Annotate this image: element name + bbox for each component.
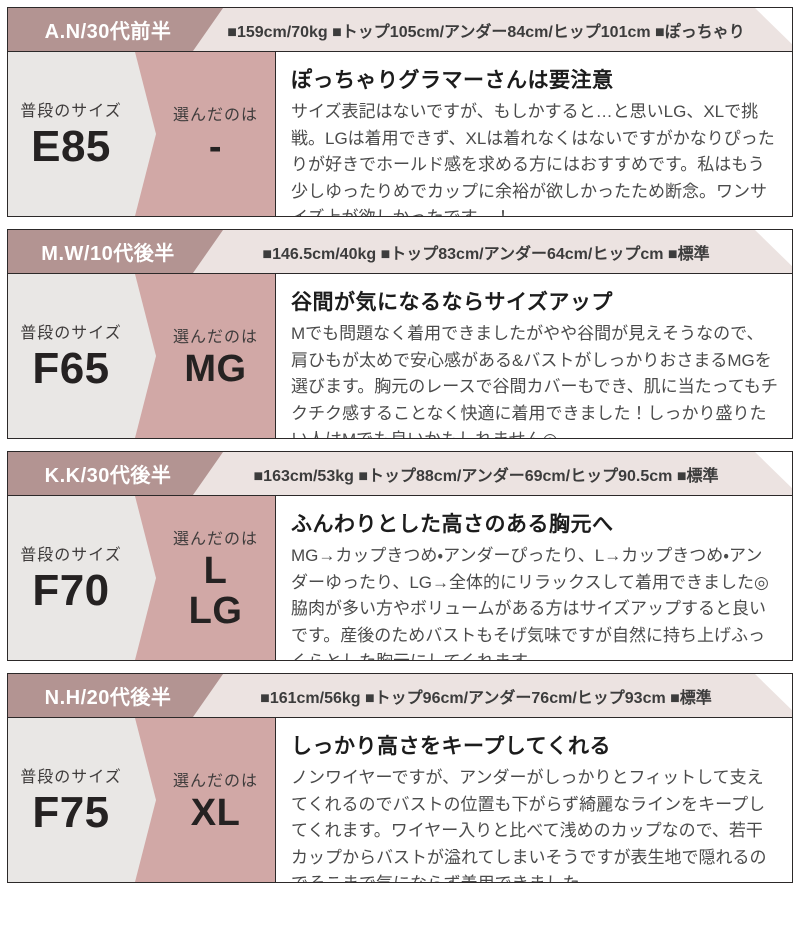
chosen-size-label: 選んだのは xyxy=(172,772,258,790)
chosen-size-value: L LG xyxy=(188,549,243,632)
size-row: 選んだのは L LG 普段のサイズ F70 ふんわりとした高さのある胸元へ MG… xyxy=(7,495,793,661)
usual-size-label: 普段のサイズ xyxy=(20,547,122,565)
header-content: K.K/30代後半 ■163cm/53kg ■トップ88cm/アンダー69cm/… xyxy=(8,452,792,495)
usual-size-arrow: 普段のサイズ F70 xyxy=(8,496,156,660)
person-stats: ■161cm/56kg ■トップ96cm/アンダー76cm/ヒップ93cm ■標… xyxy=(260,689,712,707)
usual-size-arrow: 普段のサイズ F65 xyxy=(8,274,156,438)
chosen-size-label: 選んだのは xyxy=(172,106,258,124)
review-body: ノンワイヤーですが、アンダーがしっかりとフィットして支えてくれるのでバストの位置… xyxy=(291,768,767,882)
usual-size-label: 普段のサイズ xyxy=(20,769,122,787)
chosen-size-block: 選んだのは - xyxy=(156,52,275,216)
review-section: A.N/30代前半 ■159cm/70kg ■トップ105cm/アンダー84cm… xyxy=(7,7,793,217)
review-section: K.K/30代後半 ■163cm/53kg ■トップ88cm/アンダー69cm/… xyxy=(7,451,793,661)
review-body: MG→カップきつめ・アンダーぴったり、L→カップきつめ・アンダーゆったり、LG→… xyxy=(291,546,769,660)
header-content: A.N/30代前半 ■159cm/70kg ■トップ105cm/アンダー84cm… xyxy=(8,8,792,51)
person-header: K.K/30代後半 ■163cm/53kg ■トップ88cm/アンダー69cm/… xyxy=(7,451,793,496)
header-content: M.W/10代後半 ■146.5cm/40kg ■トップ83cm/アンダー64c… xyxy=(8,230,792,273)
person-header: A.N/30代前半 ■159cm/70kg ■トップ105cm/アンダー84cm… xyxy=(7,7,793,52)
usual-size-value: F70 xyxy=(32,566,110,616)
header-name-ribbon xyxy=(8,452,223,495)
size-row: 選んだのは XL 普段のサイズ F75 しっかり高さをキープしてくれる ノンワイ… xyxy=(7,717,793,883)
review-title: ぽっちゃりグラマーさんは要注意 xyxy=(291,69,614,92)
size-row: 選んだのは - 普段のサイズ E85 ぽっちゃりグラマーさんは要注意 サイズ表記… xyxy=(7,51,793,217)
size-panel: 選んだのは MG 普段のサイズ F65 xyxy=(8,274,275,438)
person-name: A.N/30代前半 xyxy=(44,21,172,43)
chosen-size-label: 選んだのは xyxy=(172,530,258,548)
size-panel: 選んだのは - 普段のサイズ E85 xyxy=(8,52,275,216)
review-title: 谷間が気になるならサイズアップ xyxy=(291,291,613,314)
review-body: Mでも問題なく着用できましたがやや谷間が見えそうなので、肩ひもが太めで安心感があ… xyxy=(291,324,778,438)
chosen-size-label: 選んだのは xyxy=(172,328,258,346)
chosen-size-value: - xyxy=(208,125,223,168)
chosen-size-value: XL xyxy=(190,791,241,834)
size-panel: 選んだのは L LG 普段のサイズ F70 xyxy=(8,496,275,660)
size-panel: 選んだのは XL 普段のサイズ F75 xyxy=(8,718,275,882)
review-body: サイズ表記はないですが、もしかすると…と思いLG、XLで挑戦。LGは着用できず、… xyxy=(291,102,775,216)
header-name-ribbon xyxy=(8,674,223,717)
usual-size-arrow: 普段のサイズ F75 xyxy=(8,718,156,882)
usual-size-arrow: 普段のサイズ E85 xyxy=(8,52,156,216)
person-header: M.W/10代後半 ■146.5cm/40kg ■トップ83cm/アンダー64c… xyxy=(7,229,793,274)
chosen-size-block: 選んだのは L LG xyxy=(156,496,275,660)
review-panel: ふんわりとした高さのある胸元へ MG→カップきつめ・アンダーぴったり、L→カップ… xyxy=(275,496,792,660)
usual-size-value: F75 xyxy=(32,788,110,838)
person-stats: ■159cm/70kg ■トップ105cm/アンダー84cm/ヒップ101cm … xyxy=(227,23,745,41)
person-header: N.H/20代後半 ■161cm/56kg ■トップ96cm/アンダー76cm/… xyxy=(7,673,793,718)
chosen-size-block: 選んだのは MG xyxy=(156,274,275,438)
review-section: N.H/20代後半 ■161cm/56kg ■トップ96cm/アンダー76cm/… xyxy=(7,673,793,883)
usual-size-value: F65 xyxy=(32,344,110,394)
chosen-size-block: 選んだのは XL xyxy=(156,718,275,882)
review-title: しっかり高さをキープしてくれる xyxy=(291,735,611,758)
person-name: K.K/30代後半 xyxy=(44,465,172,487)
usual-size-value: E85 xyxy=(31,122,111,172)
review-section: M.W/10代後半 ■146.5cm/40kg ■トップ83cm/アンダー64c… xyxy=(7,229,793,439)
header-name-ribbon xyxy=(8,8,223,51)
size-row: 選んだのは MG 普段のサイズ F65 谷間が気になるならサイズアップ Mでも問… xyxy=(7,273,793,439)
person-stats: ■163cm/53kg ■トップ88cm/アンダー69cm/ヒップ90.5cm … xyxy=(253,467,719,485)
person-name: M.W/10代後半 xyxy=(41,243,175,265)
chosen-size-value: MG xyxy=(184,347,247,390)
header-content: N.H/20代後半 ■161cm/56kg ■トップ96cm/アンダー76cm/… xyxy=(8,674,792,717)
size-review-list: A.N/30代前半 ■159cm/70kg ■トップ105cm/アンダー84cm… xyxy=(7,7,793,883)
review-panel: ぽっちゃりグラマーさんは要注意 サイズ表記はないですが、もしかすると…と思いLG… xyxy=(275,52,792,216)
header-name-ribbon xyxy=(8,230,223,273)
usual-size-label: 普段のサイズ xyxy=(20,103,122,121)
person-name: N.H/20代後半 xyxy=(44,687,172,709)
review-panel: しっかり高さをキープしてくれる ノンワイヤーですが、アンダーがしっかりとフィット… xyxy=(275,718,792,882)
person-stats: ■146.5cm/40kg ■トップ83cm/アンダー64cm/ヒップcm ■標… xyxy=(262,245,710,263)
review-panel: 谷間が気になるならサイズアップ Mでも問題なく着用できましたがやや谷間が見えそう… xyxy=(275,274,792,438)
review-title: ふんわりとした高さのある胸元へ xyxy=(291,513,614,536)
usual-size-label: 普段のサイズ xyxy=(20,325,122,343)
